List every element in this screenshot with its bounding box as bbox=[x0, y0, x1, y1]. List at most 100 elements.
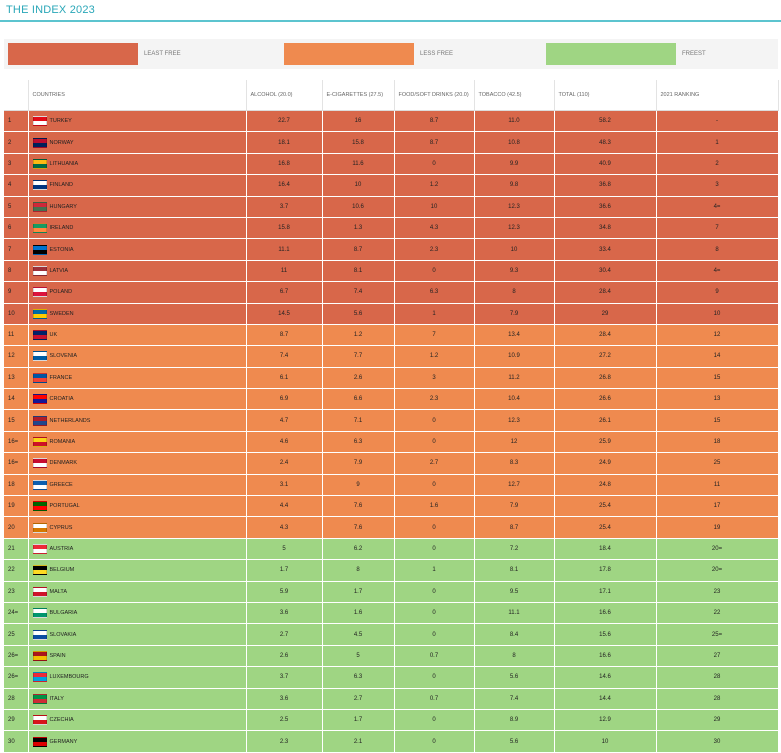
table-row: 25 SLOVAKIA 2.7 4.5 0 8.4 15.6 25= bbox=[4, 623, 779, 646]
ranking-2021-cell: 2 bbox=[656, 153, 779, 176]
rank-cell: 14 bbox=[4, 388, 29, 411]
alcohol-cell: 3.7 bbox=[246, 666, 323, 689]
table-row: 30 GERMANY 2.3 2.1 0 5.6 10 30 bbox=[4, 730, 779, 753]
flag-icon bbox=[32, 629, 47, 640]
total-cell: 16.6 bbox=[554, 645, 657, 668]
food-soft-drinks-cell: 0 bbox=[394, 623, 475, 646]
country-cell: SLOVAKIA bbox=[28, 623, 247, 646]
country-cell: SWEDEN bbox=[28, 303, 247, 325]
country-cell: NETHERLANDS bbox=[28, 409, 247, 432]
rank-cell: 2 bbox=[4, 131, 29, 154]
country-name: TURKEY bbox=[49, 118, 72, 125]
e-cigarettes-cell: 1.6 bbox=[322, 602, 395, 625]
e-cigarettes-cell: 6.6 bbox=[322, 388, 395, 411]
total-cell: 28.4 bbox=[554, 324, 657, 347]
country-name: GREECE bbox=[49, 481, 73, 488]
table-row: 23 MALTA 5.9 1.7 0 9.5 17.1 23 bbox=[4, 581, 779, 603]
table-row: 9 POLAND 6.7 7.4 6.3 8 28.4 9 bbox=[4, 281, 779, 304]
food-soft-drinks-cell: 0 bbox=[394, 538, 475, 561]
country-name: BELGIUM bbox=[49, 567, 75, 574]
ranking-2021-cell: 3 bbox=[656, 174, 779, 197]
table-row: 26= LUXEMBOURG 3.7 6.3 0 5.6 14.6 28 bbox=[4, 666, 779, 689]
e-cigarettes-cell: 7.9 bbox=[322, 452, 395, 475]
ranking-2021-cell: 12 bbox=[656, 324, 779, 347]
country-cell: PORTUGAL bbox=[28, 495, 247, 518]
rank-cell: 29 bbox=[4, 709, 29, 732]
e-cigarettes-cell: 5 bbox=[322, 645, 395, 668]
total-cell: 18.4 bbox=[554, 538, 657, 561]
legend-item-freest: FREEST bbox=[546, 43, 706, 65]
country-cell: LITHUANIA bbox=[28, 153, 247, 176]
total-cell: 24.8 bbox=[554, 474, 657, 497]
total-cell: 28.4 bbox=[554, 281, 657, 304]
country-name: SPAIN bbox=[49, 652, 66, 659]
total-cell: 27.2 bbox=[554, 345, 657, 368]
ranking-2021-cell: 25 bbox=[656, 452, 779, 475]
country-cell: SPAIN bbox=[28, 645, 247, 668]
tobacco-cell: 12.7 bbox=[474, 474, 555, 497]
country-cell-content: CZECHIA bbox=[32, 715, 242, 726]
country-cell-content: NETHERLANDS bbox=[32, 415, 242, 426]
alcohol-cell: 16.4 bbox=[246, 174, 323, 197]
country-cell-content: HUNGARY bbox=[32, 201, 242, 212]
table-row: 5 HUNGARY 3.7 10.6 10 12.3 36.6 4= bbox=[4, 196, 779, 218]
country-name: AUSTRIA bbox=[49, 546, 74, 552]
table-row: 13 FRANCE 6.1 2.6 3 11.2 26.8 15 bbox=[4, 367, 779, 390]
country-cell-content: AUSTRIA bbox=[32, 544, 242, 554]
table-body: 1 TURKEY 22.7 16 8.7 11.0 58.2-2 NORWAY 18.1 15.8… bbox=[4, 110, 779, 753]
ranking-2021-cell: 15 bbox=[656, 409, 779, 432]
country-name: ESTONIA bbox=[49, 246, 74, 253]
ranking-2021-cell: - bbox=[656, 110, 779, 133]
table-row: 10 SWEDEN 14.5 5.6 1 7.9 29 10 bbox=[4, 303, 779, 325]
page-title: THE INDEX 2023 bbox=[6, 4, 96, 16]
country-name: IRELAND bbox=[49, 225, 74, 232]
total-cell: 17.8 bbox=[554, 559, 657, 582]
food-soft-drinks-cell: 2.7 bbox=[394, 452, 475, 475]
country-name: SLOVENIA bbox=[49, 353, 78, 360]
alcohol-cell: 4.3 bbox=[246, 516, 323, 539]
table-row: 8 LATVIA 11 8.1 0 9.3 30.4 4= bbox=[4, 260, 779, 283]
country-cell: ROMANIA bbox=[28, 431, 247, 454]
total-cell: 25.9 bbox=[554, 431, 657, 454]
alcohol-cell: 3.1 bbox=[246, 474, 323, 497]
tobacco-cell: 9.8 bbox=[474, 174, 555, 197]
table-row: 3 LITHUANIA 16.8 11.6 0 9.9 40.9 2 bbox=[4, 153, 779, 176]
total-cell: 17.1 bbox=[554, 581, 657, 603]
legend-swatch-less-free bbox=[284, 43, 414, 65]
rank-cell: 24= bbox=[4, 602, 29, 625]
total-cell: 25.4 bbox=[554, 495, 657, 518]
tobacco-cell: 12.3 bbox=[474, 409, 555, 432]
country-cell-content: FINLAND bbox=[32, 180, 242, 191]
flag-icon bbox=[32, 415, 47, 426]
country-cell: ITALY bbox=[28, 688, 247, 710]
ranking-2021-cell: 4= bbox=[656, 260, 779, 283]
ranking-2021-cell: 19 bbox=[656, 516, 779, 539]
country-cell-content: CYPRUS bbox=[32, 522, 242, 533]
e-cigarettes-cell: 2.6 bbox=[322, 367, 395, 390]
tobacco-cell: 10.9 bbox=[474, 345, 555, 368]
country-cell-content: TURKEY bbox=[32, 116, 242, 127]
country-cell-content: LATVIA bbox=[32, 265, 242, 276]
tobacco-cell: 12 bbox=[474, 431, 555, 454]
country-cell-content: PORTUGAL bbox=[32, 501, 242, 512]
country-cell: CYPRUS bbox=[28, 516, 247, 539]
tobacco-cell: 10 bbox=[474, 238, 555, 261]
flag-icon bbox=[32, 223, 47, 234]
ranking-2021-cell: 29 bbox=[656, 709, 779, 732]
e-cigarettes-cell: 6.3 bbox=[322, 666, 395, 689]
rank-cell: 5 bbox=[4, 196, 29, 218]
alcohol-cell: 2.6 bbox=[246, 645, 323, 668]
flag-icon bbox=[32, 265, 47, 276]
flag-icon bbox=[32, 458, 47, 469]
e-cigarettes-cell: 5.6 bbox=[322, 303, 395, 325]
flag-icon bbox=[32, 565, 47, 576]
country-cell-content: SWEDEN bbox=[32, 308, 242, 319]
total-cell: 26.6 bbox=[554, 388, 657, 411]
legend-label-less-free: LESS FREE bbox=[420, 51, 454, 57]
food-soft-drinks-cell: 0 bbox=[394, 602, 475, 625]
food-soft-drinks-cell: 1 bbox=[394, 303, 475, 325]
e-cigarettes-cell: 7.6 bbox=[322, 516, 395, 539]
country-name: CYPRUS bbox=[49, 524, 73, 531]
table-row: 21 AUSTRIA 5 6.2 0 7.2 18.4 20= bbox=[4, 538, 779, 561]
total-cell: 33.4 bbox=[554, 238, 657, 261]
